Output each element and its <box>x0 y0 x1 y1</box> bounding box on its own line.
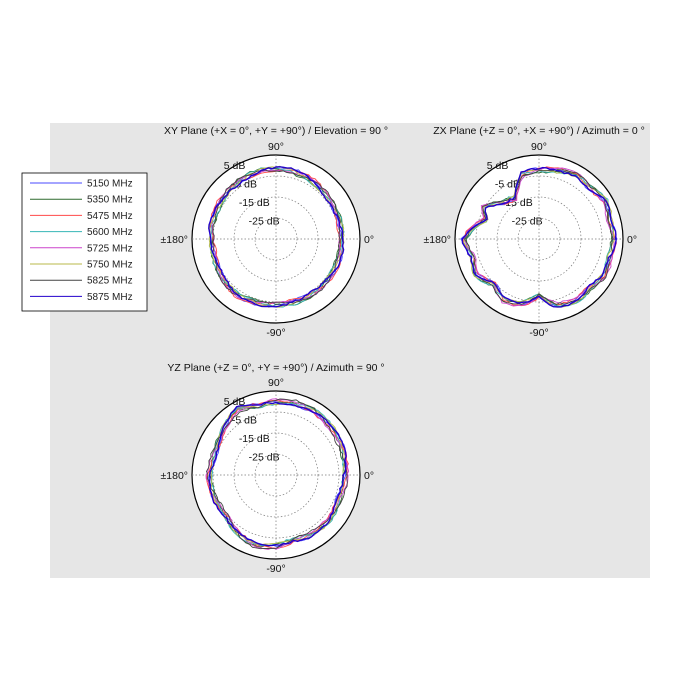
series-trace-5475-mhz <box>462 166 617 307</box>
legend-label: 5725 MHz <box>87 243 133 254</box>
series-trace-5600-mhz <box>210 402 345 547</box>
plot-title: YZ Plane (+Z = 0°, +Y = +90°) / Azimuth … <box>167 362 384 374</box>
angle-label-right: 0° <box>364 234 374 246</box>
legend-label: 5875 MHz <box>87 292 133 303</box>
polar-plot-zx: ZX Plane (+Z = 0°, +X = +90°) / Azimuth … <box>424 125 645 339</box>
series-trace-5875-mhz <box>461 166 617 308</box>
series-trace-5875-mhz <box>208 401 347 547</box>
series-trace-5725-mhz <box>205 398 350 550</box>
legend-label: 5350 MHz <box>87 195 133 206</box>
plot-title: XY Plane (+X = 0°, +Y = +90°) / Elevatio… <box>164 125 388 137</box>
legend-label: 5600 MHz <box>87 227 133 238</box>
radial-label: 5 dB <box>224 396 246 408</box>
series-trace-5750-mhz <box>463 169 616 308</box>
radial-label: 5 dB <box>487 160 509 172</box>
angle-label-bottom: -90° <box>266 327 285 339</box>
radial-label: -15 dB <box>239 433 270 445</box>
series-trace-5825-mhz <box>205 398 348 550</box>
angle-label-bottom: -90° <box>266 563 285 575</box>
legend-label: 5825 MHz <box>87 276 133 287</box>
angle-label-left: ±180° <box>424 234 451 246</box>
legend-label: 5750 MHz <box>87 260 133 271</box>
angle-label-top: 90° <box>268 377 284 389</box>
plot-title: ZX Plane (+Z = 0°, +X = +90°) / Azimuth … <box>433 125 645 137</box>
radial-label: -5 dB <box>232 414 257 426</box>
legend-label: 5150 MHz <box>87 179 133 190</box>
angle-label-top: 90° <box>531 141 547 153</box>
series-trace-5875-mhz <box>208 166 345 308</box>
radial-label: -25 dB <box>249 215 280 227</box>
series-trace-5350-mhz <box>210 167 343 306</box>
angle-label-top: 90° <box>268 141 284 153</box>
polar-plot-xy: XY Plane (+X = 0°, +Y = +90°) / Elevatio… <box>161 125 389 339</box>
radial-label: -5 dB <box>495 178 520 190</box>
angle-label-left: ±180° <box>161 470 188 482</box>
angle-label-bottom: -90° <box>529 327 548 339</box>
legend: 5150 MHz 5350 MHz 5475 MHz 5600 MHz 5725 MHz… <box>21 172 148 312</box>
legend-box <box>21 172 148 312</box>
polar-plot-yz: YZ Plane (+Z = 0°, +Y = +90°) / Azimuth … <box>161 362 385 575</box>
radial-label: -25 dB <box>512 215 543 227</box>
radial-label: 5 dB <box>224 160 246 172</box>
angle-label-right: 0° <box>364 470 374 482</box>
radial-label: -25 dB <box>249 451 280 463</box>
radial-label: -15 dB <box>239 197 270 209</box>
series-trace-5825-mhz <box>212 169 341 304</box>
legend-label: 5475 MHz <box>87 211 133 222</box>
angle-label-right: 0° <box>627 234 637 246</box>
angle-label-left: ±180° <box>161 234 188 246</box>
